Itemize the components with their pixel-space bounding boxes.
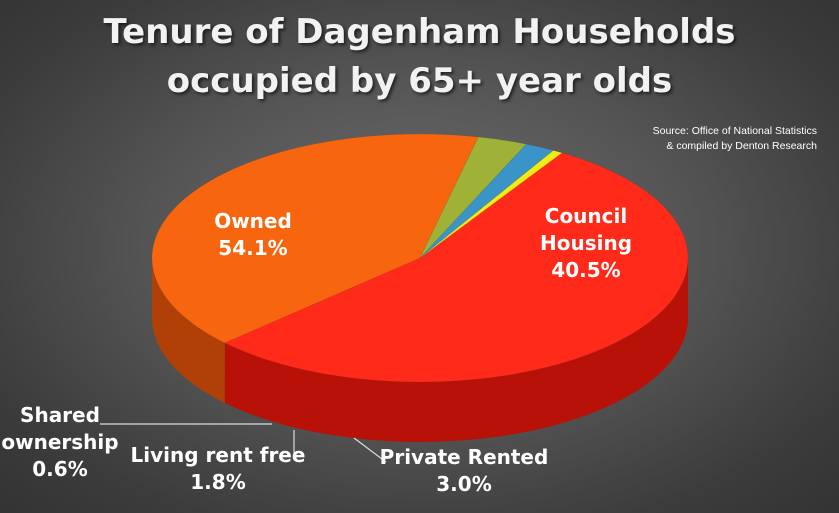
pie-slice-0 bbox=[224, 152, 689, 383]
leader-line-2 bbox=[353, 437, 387, 463]
chart-title-line-1: Tenure of Dagenham Households bbox=[103, 12, 736, 52]
slice-value-2-1: 3.0% bbox=[436, 472, 491, 496]
slice-label-4-0: Shared bbox=[20, 403, 100, 427]
source-line-1: Source: Office of National Statistics bbox=[652, 125, 817, 137]
slice-label-3-0: Living rent free bbox=[131, 443, 306, 467]
slice-label-0-0: Owned bbox=[214, 209, 292, 233]
pie-labels: Owned 54.1% Council Housing 40.5% Private Ren… bbox=[1, 204, 632, 496]
pie-slice-3 bbox=[419, 143, 554, 259]
pie-slice-4 bbox=[419, 150, 563, 259]
pie-side-0-0 bbox=[224, 258, 688, 443]
source-line-2: & compiled by Denton Research bbox=[666, 140, 817, 152]
slice-label-4-1: ownership bbox=[1, 430, 118, 454]
pie-sides bbox=[152, 258, 688, 443]
pie-slice-1 bbox=[151, 133, 479, 344]
pie-tops bbox=[151, 133, 689, 383]
chart-title-line-2: occupied by 65+ year olds bbox=[166, 61, 673, 101]
slice-label-1-0: Council bbox=[545, 204, 627, 228]
chart-title: Tenure of Dagenham Households occupied b… bbox=[0, 8, 839, 106]
pie-slice-2 bbox=[419, 136, 527, 259]
slice-value-0-1: 54.1% bbox=[218, 236, 287, 260]
slice-value-4-2: 0.6% bbox=[32, 457, 87, 481]
slice-label-2-0: Private Rented bbox=[380, 445, 549, 469]
slice-value-3-1: 1.8% bbox=[190, 470, 245, 494]
pie-side-1-0 bbox=[152, 258, 225, 403]
slice-label-1-1: Housing bbox=[540, 231, 632, 255]
slice-value-1-2: 40.5% bbox=[551, 258, 620, 282]
chart-source-note: Source: Office of National Statistics & … bbox=[653, 124, 817, 154]
pie-leaders bbox=[100, 423, 387, 463]
